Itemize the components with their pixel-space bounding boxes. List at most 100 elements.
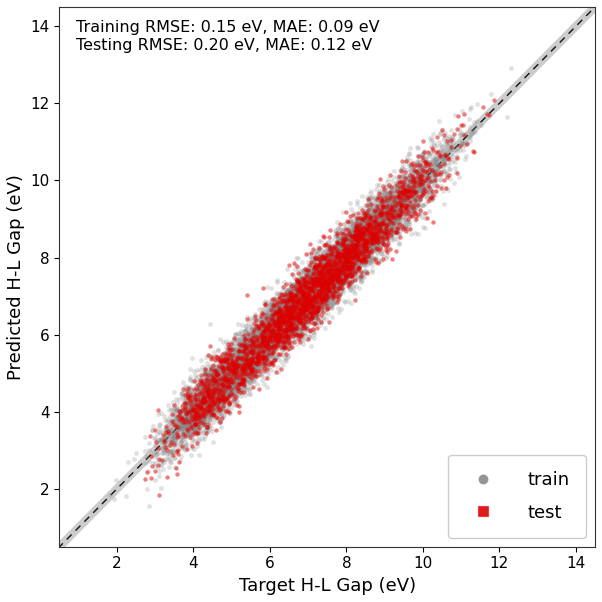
train bbox=[294, 301, 303, 311]
train bbox=[288, 315, 297, 324]
train bbox=[313, 279, 323, 288]
train bbox=[239, 373, 249, 382]
train bbox=[386, 216, 396, 226]
train bbox=[262, 308, 272, 317]
test bbox=[316, 266, 326, 276]
train bbox=[441, 141, 451, 151]
train bbox=[278, 320, 287, 330]
train bbox=[267, 344, 277, 353]
test bbox=[350, 267, 360, 276]
train bbox=[374, 211, 384, 220]
train bbox=[211, 411, 221, 421]
test bbox=[367, 233, 376, 243]
train bbox=[219, 388, 228, 397]
train bbox=[362, 226, 372, 236]
test bbox=[276, 297, 286, 307]
test bbox=[236, 387, 246, 397]
train bbox=[351, 247, 361, 256]
train bbox=[311, 284, 321, 293]
train bbox=[279, 335, 288, 344]
test bbox=[228, 366, 237, 376]
train bbox=[269, 311, 279, 320]
test bbox=[256, 341, 265, 351]
train bbox=[208, 403, 218, 412]
test bbox=[322, 285, 332, 295]
train bbox=[322, 263, 332, 273]
test bbox=[237, 341, 246, 350]
test bbox=[288, 284, 298, 293]
train bbox=[335, 246, 345, 256]
train bbox=[210, 375, 220, 385]
train bbox=[247, 343, 257, 353]
test bbox=[334, 249, 344, 259]
train bbox=[321, 270, 330, 279]
train bbox=[310, 294, 320, 303]
train bbox=[284, 304, 293, 314]
train bbox=[284, 318, 293, 327]
train bbox=[342, 241, 352, 250]
train bbox=[181, 430, 191, 439]
train bbox=[325, 278, 335, 287]
train bbox=[341, 267, 350, 276]
test bbox=[239, 355, 249, 365]
train bbox=[288, 295, 297, 305]
train bbox=[334, 262, 343, 272]
train bbox=[340, 276, 349, 285]
train bbox=[312, 281, 322, 291]
train bbox=[209, 376, 219, 386]
train bbox=[355, 238, 364, 248]
train bbox=[336, 264, 346, 274]
train bbox=[279, 312, 289, 321]
test bbox=[332, 237, 342, 246]
train bbox=[172, 440, 182, 450]
train bbox=[347, 262, 356, 272]
train bbox=[345, 244, 355, 253]
test bbox=[240, 359, 250, 369]
train bbox=[248, 344, 258, 354]
train bbox=[225, 381, 234, 391]
train bbox=[176, 411, 186, 420]
test bbox=[326, 262, 335, 272]
train bbox=[234, 362, 244, 372]
train bbox=[339, 231, 349, 241]
train bbox=[296, 275, 305, 284]
train bbox=[383, 194, 393, 204]
train bbox=[380, 229, 389, 239]
train bbox=[306, 330, 316, 340]
train bbox=[289, 299, 299, 308]
train bbox=[203, 396, 213, 406]
train bbox=[272, 300, 281, 309]
test bbox=[220, 394, 230, 404]
train bbox=[309, 249, 319, 258]
train bbox=[284, 310, 293, 320]
train bbox=[312, 294, 321, 304]
train bbox=[246, 364, 255, 374]
train bbox=[217, 382, 226, 391]
test bbox=[334, 272, 344, 281]
train bbox=[349, 259, 359, 268]
train bbox=[249, 358, 258, 367]
test bbox=[313, 270, 323, 279]
train bbox=[280, 317, 290, 327]
train bbox=[332, 270, 342, 280]
test bbox=[262, 337, 272, 346]
test bbox=[357, 239, 367, 249]
train bbox=[407, 193, 417, 203]
train bbox=[310, 277, 320, 287]
train bbox=[268, 328, 278, 338]
train bbox=[169, 402, 179, 411]
train bbox=[340, 266, 350, 276]
train bbox=[212, 392, 222, 402]
train bbox=[409, 166, 419, 175]
train bbox=[185, 389, 194, 399]
test bbox=[308, 308, 317, 318]
train bbox=[267, 327, 276, 337]
train bbox=[411, 193, 420, 203]
test bbox=[181, 418, 190, 427]
train bbox=[211, 400, 220, 409]
train bbox=[380, 213, 389, 223]
train bbox=[379, 192, 389, 202]
train bbox=[241, 364, 251, 374]
train bbox=[274, 320, 284, 329]
train bbox=[208, 379, 217, 389]
